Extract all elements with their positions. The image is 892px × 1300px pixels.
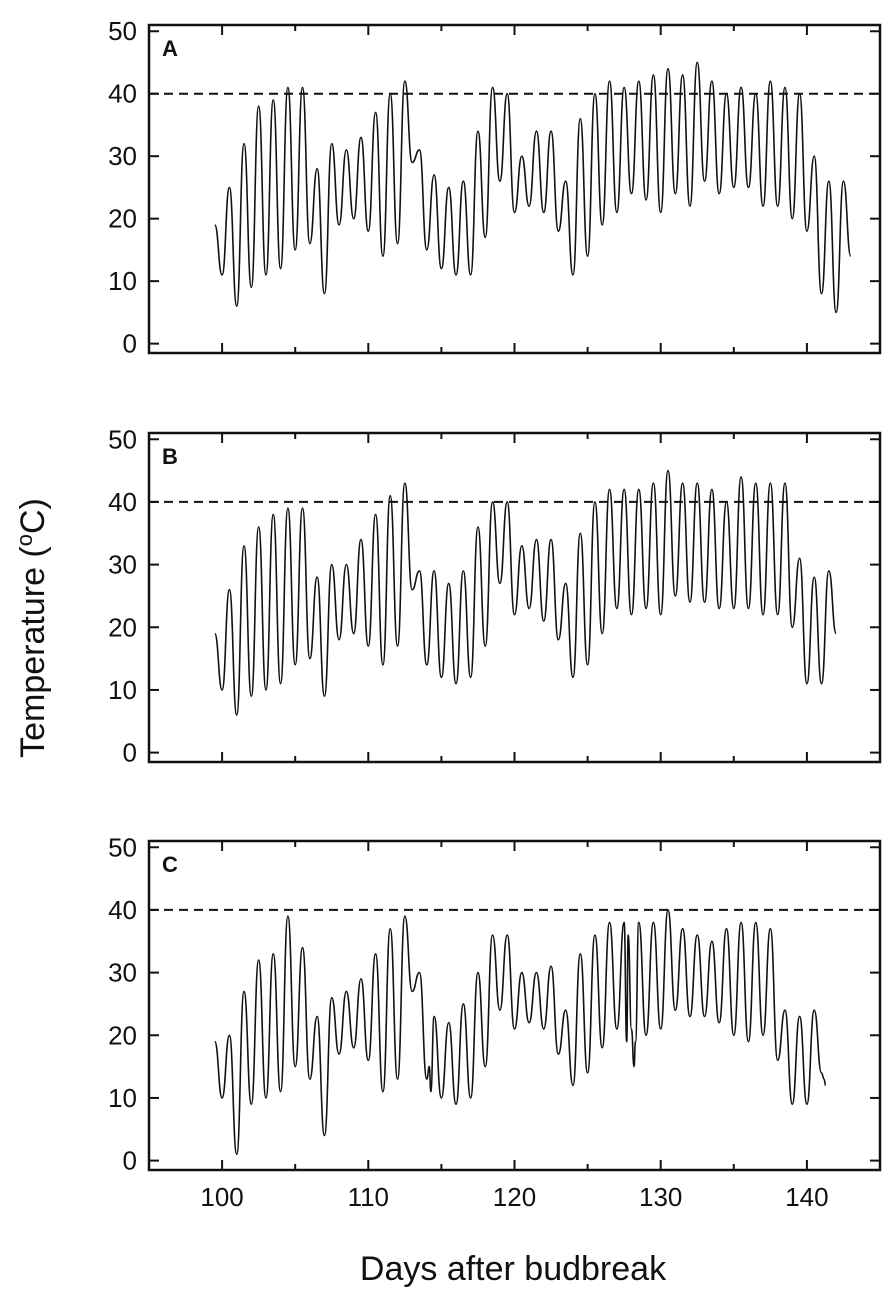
y-tick-label-b-20: 20 — [108, 612, 137, 642]
plot-frame-c — [147, 839, 882, 1172]
y-tick-label-b-50: 50 — [108, 424, 137, 454]
y-tick-label-b-40: 40 — [108, 487, 137, 517]
y-tick-label-a-20: 20 — [108, 204, 137, 234]
y-axis-title-text: Temperature ( — [14, 546, 52, 758]
y-tick-label-b-0: 0 — [123, 738, 137, 768]
panel-label-a: A — [162, 36, 178, 61]
panels-layer: 0 10 20 30 40 50 A 0 10 20 30 40 50 B 0 10 20 30 40 50 100 11… — [108, 16, 882, 1212]
panel-b: 0 10 20 30 40 50 B — [108, 424, 882, 768]
panel-a: 0 10 20 30 40 50 A — [108, 16, 882, 359]
panel-label-c: C — [162, 852, 178, 877]
y-tick-label-c-40: 40 — [108, 895, 137, 925]
y-axis-title-unit: C) — [14, 498, 52, 534]
y-tick-label-a-0: 0 — [123, 329, 137, 359]
y-tick-label-b-10: 10 — [108, 675, 137, 705]
temperature-series-a — [214, 61, 852, 314]
plot-frame-a — [147, 23, 882, 355]
y-tick-label-a-10: 10 — [108, 266, 137, 296]
x-axis-title: Days after budbreak — [360, 1250, 667, 1288]
y-tick-label-b-30: 30 — [108, 550, 137, 580]
x-tick-label-140: 140 — [785, 1182, 828, 1212]
x-tick-label-130: 130 — [639, 1182, 682, 1212]
y-tick-label-c-50: 50 — [108, 832, 137, 862]
y-tick-label-a-40: 40 — [108, 79, 137, 109]
x-tick-label-100: 100 — [200, 1182, 243, 1212]
y-tick-label-c-30: 30 — [108, 958, 137, 988]
y-tick-label-c-10: 10 — [108, 1083, 137, 1113]
panel-c: 0 10 20 30 40 50 100 110 120 130 140 C — [108, 832, 882, 1212]
y-tick-label-c-0: 0 — [123, 1146, 137, 1176]
y-tick-label-c-20: 20 — [108, 1020, 137, 1050]
panel-label-b: B — [162, 444, 178, 469]
x-tick-label-110: 110 — [348, 1182, 389, 1212]
y-axis-title: Temperature (oC) — [12, 498, 52, 758]
temperature-series-b — [214, 469, 837, 716]
y-tick-label-a-30: 30 — [108, 141, 137, 171]
y-tick-label-a-50: 50 — [108, 16, 137, 46]
y-axis-title-superscript: o — [12, 534, 37, 546]
temperature-series-c — [214, 909, 827, 1156]
x-tick-label-120: 120 — [493, 1182, 536, 1212]
